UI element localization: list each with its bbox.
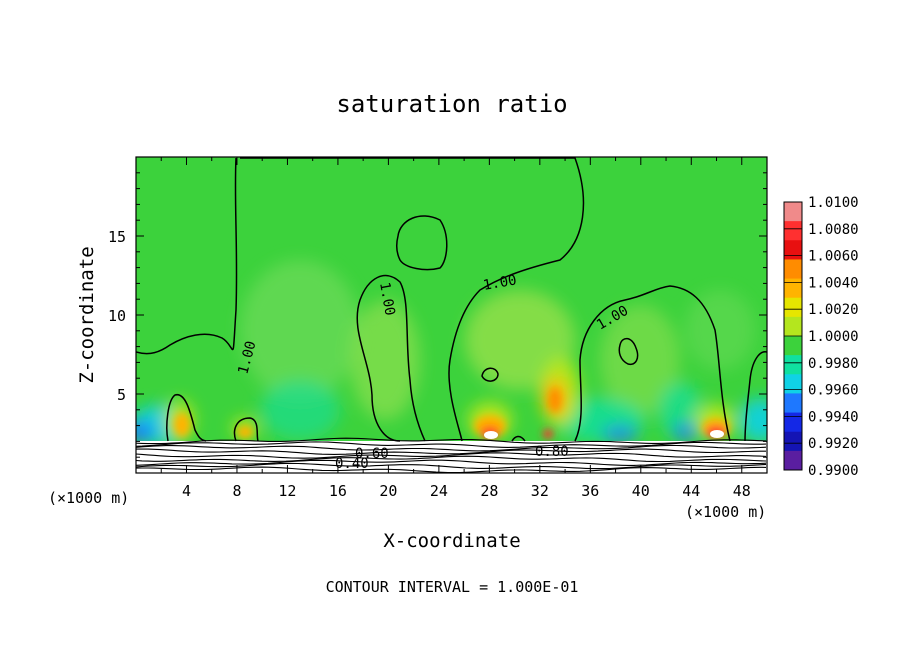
colorbar-label: 1.0000 [808, 329, 859, 345]
contour-line [233, 417, 259, 442]
y-tick-label: 5 [117, 386, 126, 404]
contour-line [395, 215, 448, 271]
x-tick-label: 36 [581, 482, 599, 500]
terrain-contour [136, 462, 767, 470]
colorbar-label: 0.9960 [808, 383, 859, 399]
x-axis: 4 8 12 16 20 24 28 32 36 40 44 48 [160, 157, 751, 500]
colorbar-label: 0.9920 [808, 436, 859, 452]
contour-line [481, 367, 499, 382]
colorbar-swatch [784, 431, 802, 452]
x-tick-label: 8 [232, 482, 241, 500]
terrain-contour [136, 455, 767, 463]
x-axis-unit-left: (×1000 m) [48, 489, 129, 507]
contour-line [239, 157, 585, 442]
contour-label: 1.00 [482, 272, 518, 294]
x-axis-label: X-coordinate [383, 530, 520, 552]
x-axis-unit-right: (×1000 m) [685, 503, 766, 521]
x-tick-label: 48 [733, 482, 751, 500]
colorbar-swatch [784, 450, 802, 471]
colorbar-label: 0.9980 [808, 356, 859, 372]
x-tick-label: 4 [182, 482, 191, 500]
contour-label: 0.80 [535, 444, 569, 460]
contour-line [136, 157, 238, 355]
x-tick-label: 32 [531, 482, 549, 500]
contour-line [356, 274, 426, 442]
colorbar-label: 1.0020 [808, 302, 859, 318]
x-tick-label: 40 [632, 482, 650, 500]
y-axis: 5 10 15 [108, 172, 767, 458]
terrain-contour [136, 441, 767, 448]
contour-line [166, 394, 207, 442]
chart-title: saturation ratio [336, 90, 567, 118]
contour-lines [136, 157, 767, 442]
colorbar-swatch [784, 278, 802, 299]
x-tick-label: 44 [682, 482, 700, 500]
colorbar-label: 1.0080 [808, 222, 859, 238]
field-shading [136, 260, 767, 445]
colorbar-swatch [784, 316, 802, 337]
y-tick-label: 10 [108, 307, 126, 325]
colorbar-swatch [784, 221, 802, 241]
x-tick-label: 24 [430, 482, 448, 500]
colorbar-label: 0.9900 [808, 463, 859, 479]
contour-label: 1.00 [376, 281, 398, 317]
colorbar-label: 1.0100 [808, 195, 859, 211]
colorbar-label: 1.0040 [808, 275, 859, 291]
contour-line [511, 435, 526, 442]
colorbar-swatch [784, 393, 802, 414]
contour-interval-note: CONTOUR INTERVAL = 1.000E-01 [326, 578, 579, 596]
colorbar-swatch [784, 412, 802, 433]
y-tick-label: 15 [108, 228, 126, 246]
heatmap-field [136, 157, 767, 473]
contour-line [744, 351, 767, 442]
contour-line [618, 337, 639, 366]
x-tick-label: 12 [278, 482, 296, 500]
colorbar-swatch [784, 297, 802, 318]
colorbar-swatch [784, 336, 802, 356]
contour-label: 0.40 [335, 456, 369, 472]
contour-label: 0.60 [355, 446, 389, 462]
y-axis-label: Z-coordinate [76, 246, 98, 383]
terrain-contour [136, 444, 767, 452]
contour-line [574, 285, 731, 442]
colorbar-label: 1.0060 [808, 249, 859, 265]
x-tick-label: 16 [329, 482, 347, 500]
colorbar-label: 0.9940 [808, 409, 859, 425]
colorbar-swatch [784, 202, 802, 222]
colorbar-swatch [784, 374, 802, 394]
x-tick-label: 20 [379, 482, 397, 500]
colorbar-swatch [784, 259, 802, 280]
terrain-contour [136, 448, 766, 455]
terrain-contour [136, 459, 767, 466]
colorbar: 1.0100 1.0080 1.0060 1.0040 1.0020 1.0000 0.99… [783, 195, 859, 479]
x-tick-label: 28 [480, 482, 498, 500]
terrain-contour [136, 452, 767, 459]
colorbar-swatch [784, 355, 802, 375]
terrain-contour [136, 437, 767, 445]
colorbar-swatch [784, 240, 802, 260]
